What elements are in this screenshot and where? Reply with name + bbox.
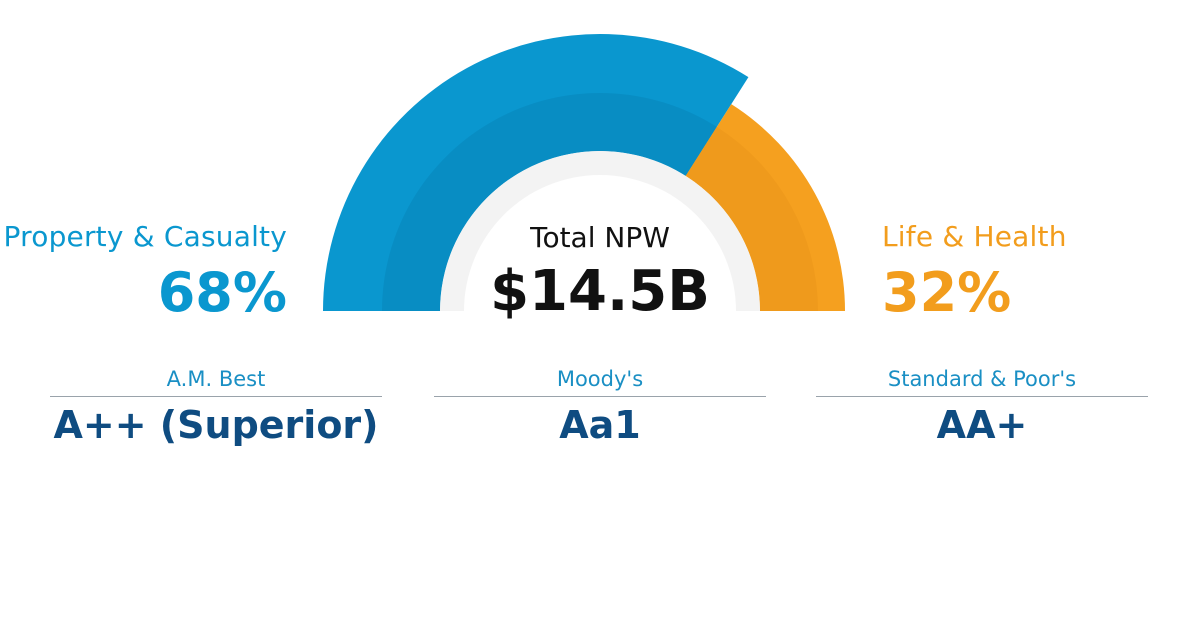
life-health-percent: 32% — [882, 261, 1012, 324]
rating-agency-name: Moody's — [434, 364, 766, 397]
gauge-inner-ring — [440, 151, 760, 311]
property-casualty-label: Property & Casualty — [3, 220, 287, 253]
gauge-segment-inner-property-casualty — [382, 92, 717, 311]
rating-grade: A++ (Superior) — [53, 403, 379, 447]
total-npw-label: Total NPW — [530, 221, 670, 254]
rating-grade: AA+ — [936, 403, 1028, 447]
total-npw-value: $14.5B — [490, 259, 710, 324]
property-casualty-percent: 68% — [157, 261, 287, 324]
rating-agency-name: A.M. Best — [50, 364, 382, 397]
rating-agency-name: Standard & Poor's — [816, 364, 1148, 397]
rating-am-best: A.M. Best A++ (Superior) — [50, 364, 382, 447]
rating-standard-poors: Standard & Poor's AA+ — [816, 364, 1148, 447]
life-health-label: Life & Health — [882, 220, 1067, 253]
rating-moodys: Moody's Aa1 — [434, 364, 766, 447]
rating-grade: Aa1 — [559, 403, 641, 447]
gauge-segment-inner-life-health — [685, 126, 818, 311]
